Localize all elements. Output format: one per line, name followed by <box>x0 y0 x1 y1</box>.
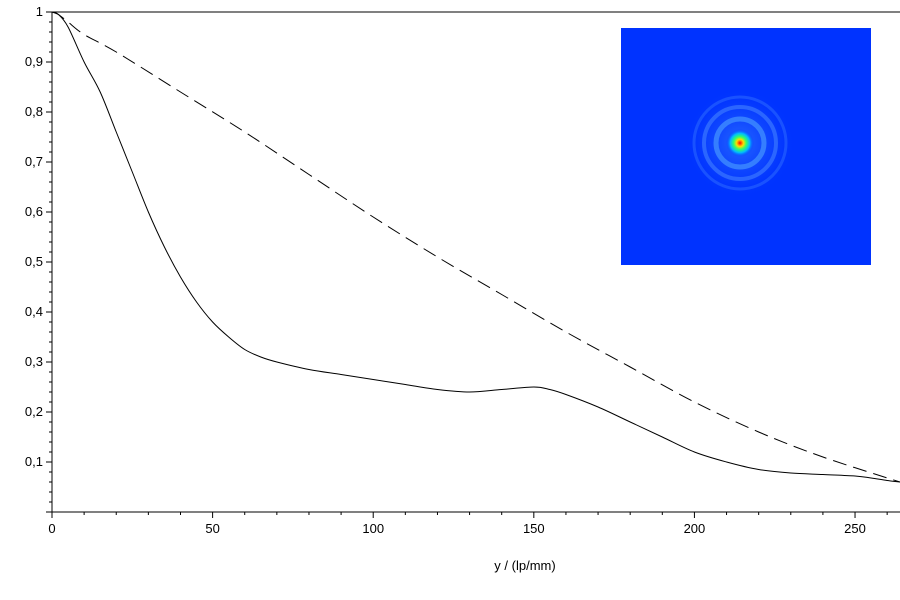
x-tick-label: 50 <box>205 521 219 536</box>
inset-ring-outer <box>692 95 788 191</box>
x-tick-label: 0 <box>48 521 55 536</box>
x-axis-title: y / (lp/mm) <box>494 558 555 573</box>
series-line-solid <box>51 11 900 483</box>
y-tick-label: 0,6 <box>25 204 43 219</box>
y-tick-label: 0,8 <box>25 104 43 119</box>
x-tick-label: 250 <box>844 521 866 536</box>
y-tick-label: 0,5 <box>25 254 43 269</box>
y-tick-label: 0,9 <box>25 54 43 69</box>
x-tick-label: 200 <box>684 521 706 536</box>
series-layer <box>51 11 900 483</box>
tick-labels: 0,1 0,2 0,3 0,4 0,5 0,6 0,7 0,8 0,9 1 0 50 100 150 200… <box>25 4 866 536</box>
x-tick-label: 150 <box>523 521 545 536</box>
inset-ring-mid <box>702 105 778 181</box>
inset-ring-inner <box>713 116 767 170</box>
y-tick-label: 0,2 <box>25 404 43 419</box>
ticks <box>46 11 888 518</box>
y-tick-label: 0,4 <box>25 304 43 319</box>
y-tick-label: 1 <box>36 4 43 19</box>
y-tick-label: 0,7 <box>25 154 43 169</box>
x-tick-label: 100 <box>362 521 384 536</box>
inset-spot <box>726 129 754 157</box>
y-tick-label: 0,3 <box>25 354 43 369</box>
psf-inset <box>621 28 871 265</box>
series-line-dashed <box>51 11 900 483</box>
y-tick-label: 0,1 <box>25 454 43 469</box>
